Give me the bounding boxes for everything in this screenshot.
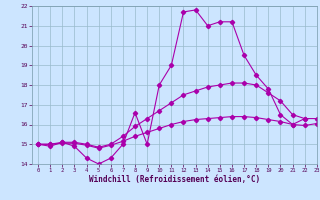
X-axis label: Windchill (Refroidissement éolien,°C): Windchill (Refroidissement éolien,°C) — [89, 175, 260, 184]
